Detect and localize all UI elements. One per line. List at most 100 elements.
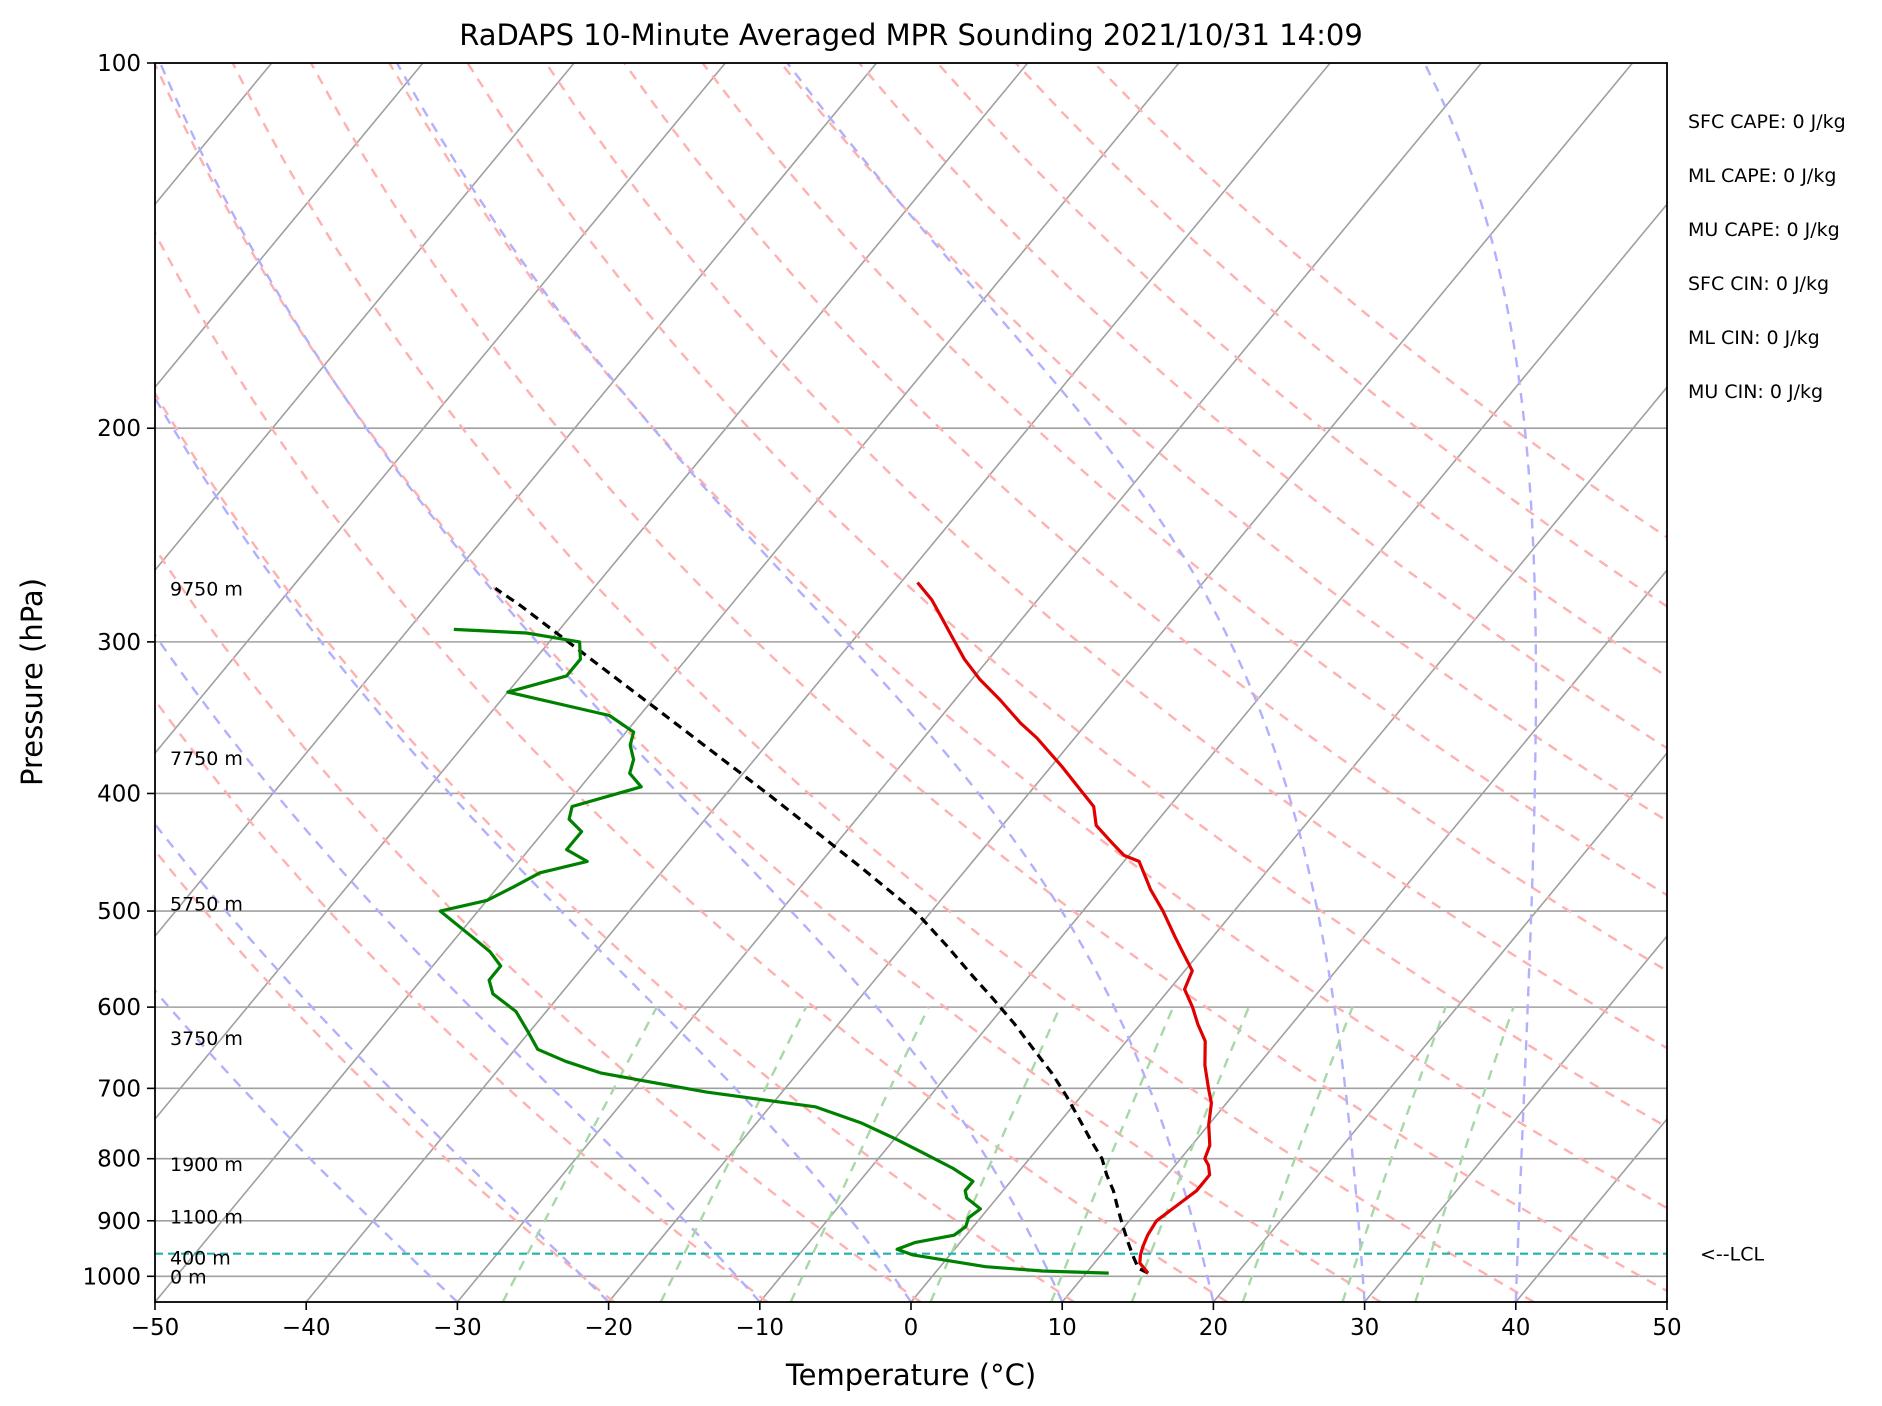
background-lines bbox=[155, 63, 1882, 1302]
mixing-ratio-line bbox=[929, 1006, 1062, 1302]
parameter-text: SFC CIN: 0 J/kg bbox=[1688, 273, 1829, 295]
isotherm-line bbox=[155, 63, 424, 389]
moist-adiabat-line bbox=[155, 822, 610, 1302]
height-label: 1100 m bbox=[170, 1207, 243, 1229]
mixing-ratio-line bbox=[501, 1006, 658, 1302]
dry-adiabat-line bbox=[155, 391, 1075, 1302]
y-tick-label: 100 bbox=[97, 51, 141, 77]
isotherm-line bbox=[155, 63, 726, 755]
x-tick-label: 40 bbox=[1501, 1315, 1530, 1341]
height-label: 400 m bbox=[170, 1248, 231, 1270]
x-tick-label: −10 bbox=[736, 1315, 785, 1341]
dry-adiabat-line bbox=[155, 848, 615, 1302]
isotherm-line bbox=[1061, 568, 1667, 1302]
temperature-line bbox=[916, 581, 1213, 1275]
dry-adiabat-line bbox=[466, 63, 1667, 1129]
isotherm-line bbox=[155, 63, 1029, 1121]
dry-adiabat-line bbox=[779, 63, 1667, 823]
mixing-ratio-line bbox=[1241, 1006, 1354, 1302]
x-tick-label: −50 bbox=[131, 1315, 180, 1341]
dry-adiabat-line bbox=[858, 63, 1667, 750]
isotherm-line bbox=[305, 63, 1331, 1302]
dry-adiabat-line bbox=[623, 63, 1667, 973]
isotherm-line bbox=[155, 63, 1180, 1302]
axis-ticks: −50 −40 −30 −20 −10 0 10 20 30 40 50 100 200 300 400 50… bbox=[82, 51, 1681, 1341]
y-tick-label: 1000 bbox=[82, 1264, 141, 1290]
x-tick-label: −30 bbox=[433, 1315, 482, 1341]
moist-adiabat-line bbox=[159, 63, 1064, 1302]
parameter-list: SFC CAPE: 0 J/kg ML CAPE: 0 J/kg MU CAPE: … bbox=[1688, 111, 1846, 403]
x-axis-label: Temperature (°C) bbox=[785, 1358, 1036, 1392]
series-lines bbox=[155, 581, 1667, 1275]
y-tick-label: 700 bbox=[97, 1076, 141, 1102]
isotherm-line bbox=[1818, 63, 1882, 1302]
height-label: 3750 m bbox=[170, 1028, 243, 1050]
isotherm-line bbox=[910, 385, 1667, 1302]
dry-adiabat-line bbox=[155, 546, 922, 1302]
parameter-text: MU CIN: 0 J/kg bbox=[1688, 381, 1823, 403]
mixing-ratio-line bbox=[1341, 1006, 1447, 1302]
height-label: 5750 m bbox=[170, 894, 243, 916]
dry-adiabat-line bbox=[1093, 63, 1667, 539]
mixing-ratio-line bbox=[1414, 1006, 1515, 1302]
mixing-ratio-line bbox=[789, 1006, 930, 1302]
moist-adiabat-line bbox=[1423, 63, 1538, 1302]
parcel-profile-line bbox=[494, 586, 1149, 1275]
isotherm-line bbox=[1666, 1300, 1667, 1302]
y-axis-label: Pressure (hPa) bbox=[15, 578, 49, 786]
height-label: 7750 m bbox=[170, 748, 243, 770]
dry-adiabat-line bbox=[388, 63, 1667, 1210]
isotherm-line bbox=[1515, 1117, 1667, 1302]
y-tick-label: 300 bbox=[97, 630, 141, 656]
mixing-ratio-line bbox=[1050, 1006, 1175, 1302]
height-label: 0 m bbox=[170, 1266, 207, 1288]
isotherm-line bbox=[759, 202, 1667, 1302]
mixing-ratio-line bbox=[1130, 1006, 1250, 1302]
isotherm-line bbox=[1363, 934, 1667, 1302]
dry-adiabat-line bbox=[936, 63, 1667, 679]
moist-adiabat-line bbox=[155, 395, 912, 1302]
parameter-text: SFC CAPE: 0 J/kg bbox=[1688, 111, 1846, 133]
y-tick-label: 200 bbox=[97, 416, 141, 442]
lcl-label: <--LCL bbox=[1700, 1244, 1764, 1266]
height-label: 1900 m bbox=[170, 1154, 243, 1176]
isotherm-line bbox=[1212, 751, 1667, 1302]
dry-adiabat-line bbox=[1014, 63, 1667, 608]
y-tick-label: 800 bbox=[97, 1147, 141, 1173]
dry-adiabat-line bbox=[544, 63, 1667, 1050]
x-tick-label: 0 bbox=[904, 1315, 919, 1341]
dry-adiabat-line bbox=[155, 698, 769, 1302]
y-tick-label: 600 bbox=[97, 995, 141, 1021]
x-tick-label: 50 bbox=[1652, 1315, 1681, 1341]
y-tick-label: 400 bbox=[97, 781, 141, 807]
x-tick-label: 10 bbox=[1048, 1315, 1077, 1341]
dry-adiabat-line bbox=[155, 63, 1382, 1302]
parameter-text: MU CAPE: 0 J/kg bbox=[1688, 219, 1840, 241]
dry-adiabat-line bbox=[701, 63, 1667, 897]
x-tick-label: −40 bbox=[282, 1315, 331, 1341]
dry-adiabat-line bbox=[231, 63, 1535, 1302]
dewpoint-line bbox=[438, 627, 1109, 1275]
height-label: 9750 m bbox=[170, 578, 243, 600]
annotations: 9750 m 7750 m 5750 m 3750 m 1900 m 1100 m 400 … bbox=[170, 578, 1764, 1288]
moist-adiabat-line bbox=[155, 633, 761, 1302]
moist-adiabat-line bbox=[155, 988, 459, 1302]
y-tick-label: 900 bbox=[97, 1209, 141, 1235]
chart-title: RaDAPS 10-Minute Averaged MPR Sounding 2… bbox=[459, 18, 1363, 52]
x-tick-label: −20 bbox=[584, 1315, 633, 1341]
moist-adiabat-line bbox=[395, 63, 1215, 1302]
plot-frame bbox=[154, 62, 1668, 1303]
mixing-ratio-line bbox=[659, 1006, 808, 1302]
parameter-text: ML CAPE: 0 J/kg bbox=[1688, 165, 1836, 187]
isotherm-line bbox=[607, 63, 1634, 1302]
isotherm-line bbox=[456, 63, 1482, 1302]
dry-adiabat-line bbox=[309, 63, 1667, 1293]
parameter-text: ML CIN: 0 J/kg bbox=[1688, 327, 1820, 349]
dry-adiabat-line bbox=[155, 230, 1228, 1302]
x-tick-label: 20 bbox=[1199, 1315, 1228, 1341]
isotherm-line bbox=[155, 63, 878, 938]
y-tick-label: 500 bbox=[97, 899, 141, 925]
x-tick-label: 30 bbox=[1350, 1315, 1379, 1341]
isotherm-line bbox=[155, 63, 575, 572]
